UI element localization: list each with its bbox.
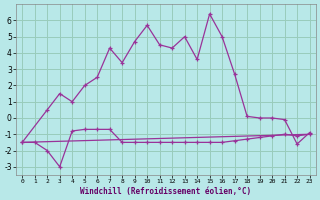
X-axis label: Windchill (Refroidissement éolien,°C): Windchill (Refroidissement éolien,°C): [80, 187, 252, 196]
